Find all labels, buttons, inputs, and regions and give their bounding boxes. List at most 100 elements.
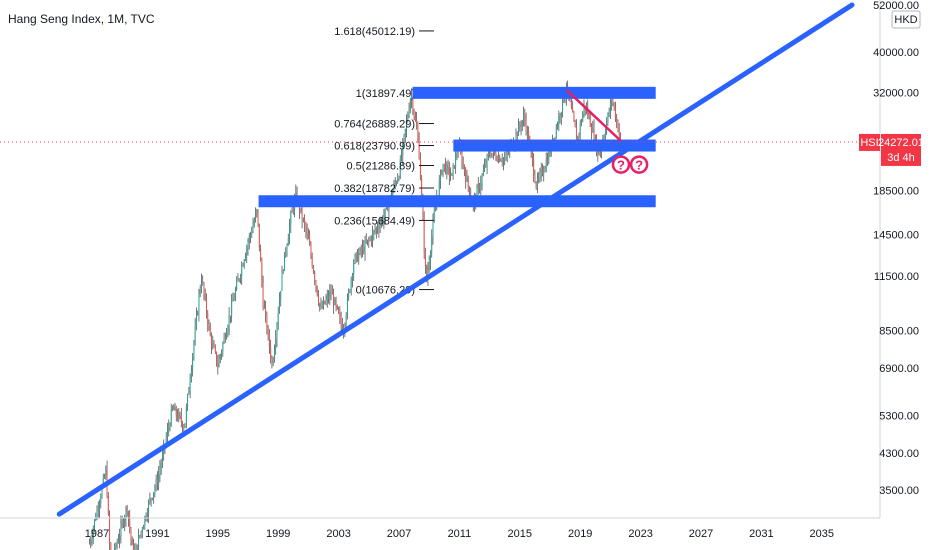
support-resistance-zone[interactable] [453, 139, 656, 152]
candle-body [505, 153, 507, 159]
candle-body [604, 132, 606, 138]
candle-body [345, 314, 347, 325]
candle-body [200, 281, 202, 288]
candle-body [555, 127, 557, 138]
candle-body [441, 171, 443, 175]
candle-body [242, 265, 244, 267]
candle-body [290, 212, 292, 225]
candle-body [139, 535, 141, 537]
symbol-badge[interactable] [859, 133, 880, 151]
candle-body [452, 165, 454, 174]
candle-body [115, 546, 117, 548]
candle-body [563, 97, 565, 102]
candle-body [104, 476, 106, 478]
candle-body [603, 137, 605, 142]
candle-body [611, 100, 613, 102]
candle-body [434, 204, 436, 212]
candle-body [440, 171, 442, 181]
candle-body [583, 105, 585, 114]
candle-body [96, 509, 98, 519]
candle-body [213, 343, 215, 348]
candle-body [272, 360, 274, 363]
candle-body [497, 156, 499, 161]
candle-body [573, 112, 575, 121]
candle-body [569, 96, 571, 102]
candle-body [349, 290, 351, 292]
price-badge[interactable] [881, 133, 921, 166]
candle-body [262, 282, 264, 307]
candle-body [417, 128, 419, 138]
candle-body [263, 306, 265, 309]
candle-body [545, 159, 547, 169]
candle-body [320, 306, 322, 307]
candle-body [500, 160, 502, 162]
candle-body [168, 427, 170, 430]
candle-body [446, 164, 448, 173]
candle-body [207, 313, 209, 325]
candle-body [467, 176, 469, 187]
candle-body [131, 538, 133, 545]
support-resistance-zone[interactable] [258, 195, 656, 208]
candle-body [608, 111, 610, 114]
currency-badge[interactable] [891, 10, 921, 29]
candle-body [538, 177, 540, 179]
candle-body [485, 165, 487, 167]
candle-body [363, 246, 365, 253]
candle-body [362, 246, 364, 251]
candle-body [202, 281, 204, 284]
candle-body [341, 324, 343, 333]
candle-body [544, 168, 546, 172]
candle-body [158, 474, 160, 485]
support-resistance-zone[interactable] [412, 86, 656, 99]
candle-body [273, 349, 275, 361]
descending-trendline[interactable] [565, 89, 622, 142]
price-tick-label: 40000.00 [873, 47, 919, 59]
candle-body [355, 252, 357, 256]
candle-body [324, 301, 326, 304]
candle-body [316, 286, 318, 296]
candle-body [178, 413, 180, 419]
candle-body [578, 134, 580, 137]
candle-body [507, 151, 509, 153]
candle-body [277, 312, 279, 325]
candle-body [543, 171, 545, 175]
candle-body [392, 190, 394, 197]
candle-body [419, 158, 421, 180]
candle-body [165, 437, 167, 446]
candle-body [275, 338, 277, 350]
candle-body [455, 153, 457, 168]
candle-body [597, 151, 599, 154]
candle-body [534, 175, 536, 183]
candle-body [382, 219, 384, 223]
candle-body [613, 102, 615, 108]
candle-body [317, 295, 319, 304]
candle-body [494, 150, 496, 154]
question-mark-text: ? [635, 158, 643, 173]
candle-body [442, 163, 444, 175]
candle-body [326, 295, 328, 300]
candle-body [404, 129, 406, 135]
candle-body [211, 335, 213, 346]
candle-body [258, 223, 260, 248]
candle-body [306, 230, 308, 234]
chart-title: Hang Seng Index, 1M, TVC [8, 12, 155, 26]
candle-body [350, 278, 352, 291]
candle-body [231, 301, 233, 316]
countdown-label: 3d 4h [887, 152, 915, 164]
candle-body [612, 100, 614, 103]
candle-body [243, 260, 245, 266]
candle-body [136, 544, 138, 549]
candle-body [267, 330, 269, 333]
candle-body [424, 251, 426, 267]
candle-body [95, 518, 97, 520]
ascending-trendline[interactable] [56, 2, 855, 517]
candle-body [506, 152, 508, 154]
candle-body [387, 204, 389, 212]
candle-body [331, 293, 333, 295]
candle-body [228, 315, 230, 328]
candle-body [484, 165, 486, 171]
time-tick-label: 2011 [448, 528, 472, 540]
candle-body [428, 262, 430, 270]
